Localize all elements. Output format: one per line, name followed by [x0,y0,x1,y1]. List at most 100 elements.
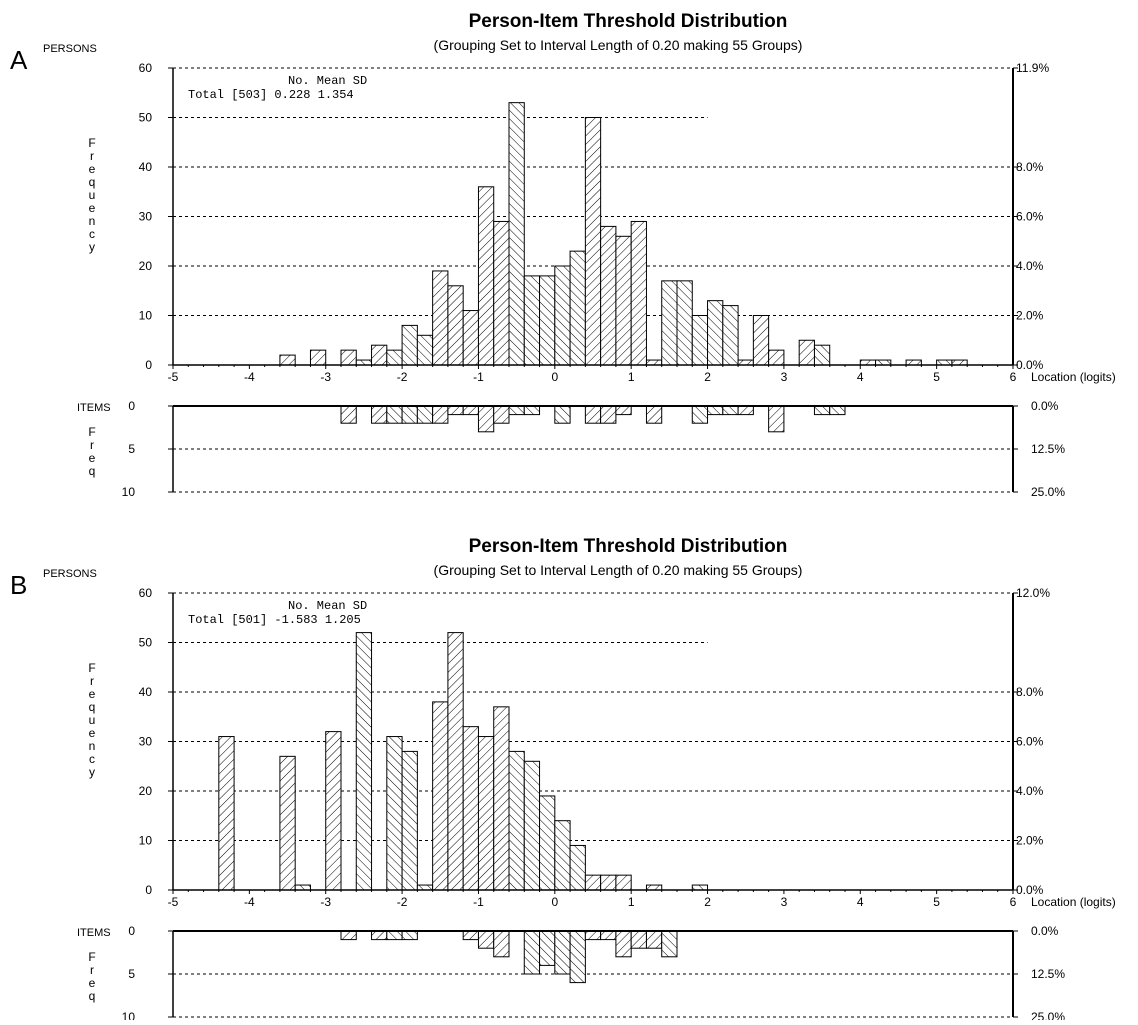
pct-label: 0.0% [1016,358,1044,372]
panel-letter: B [10,570,27,600]
pct-label: 0.0% [1016,883,1044,897]
item-bar [493,930,510,958]
person-bar [600,225,617,366]
items-y-tick-label: 5 [128,442,135,456]
x-tick-label: 6 [1010,895,1017,909]
person-bar [386,736,403,891]
y-tick-label: 30 [139,210,153,224]
x-tick-label: -2 [397,895,408,909]
person-bar [813,344,831,366]
person-bar [279,354,296,366]
y-tick-label: 40 [139,685,153,699]
items-pct-label: 12.5% [1031,967,1065,981]
item-bar [371,405,388,424]
person-bar [523,760,541,891]
item-bar [477,930,495,949]
items-label: ITEMS [77,927,111,939]
item-bar [813,405,831,416]
person-bar [447,285,464,366]
items-y-tick-label: 10 [122,485,136,499]
persons-label: PERSONS [43,43,97,55]
person-bar [554,820,571,891]
item-bar [416,405,434,424]
item-bar [645,405,663,424]
x-tick-label: -4 [244,895,255,909]
items-pct-label: 12.5% [1031,442,1065,456]
x-tick-label: -1 [473,895,484,909]
person-bar [584,874,602,891]
y-tick-label: 10 [139,309,153,323]
stats-total: Total [503] 0.228 1.354 [188,88,354,102]
x-tick-label: 0 [551,370,558,384]
person-bar [508,750,525,891]
pct-label: 6.0% [1016,735,1044,749]
person-bar [584,117,602,366]
items-pct-label: 0.0% [1031,399,1059,413]
x-tick-label: -3 [320,370,331,384]
stats-total: Total [501] -1.583 1.205 [188,613,361,627]
person-bar [676,280,693,366]
person-bar [554,265,571,366]
y-tick-label: 60 [139,61,153,75]
item-bar [554,405,571,424]
person-bar [218,736,235,891]
person-bar [539,275,556,366]
x-tick-label: 1 [628,895,635,909]
x-tick-label: -3 [320,895,331,909]
person-bar [493,220,510,366]
x-tick-label: 5 [933,370,940,384]
chart-subtitle: (Grouping Set to Interval Length of 0.20… [434,562,803,578]
person-bar [539,795,556,891]
item-bar [600,930,617,941]
items-pct-label: 25.0% [1031,1010,1065,1020]
pct-label: 6.0% [1016,210,1044,224]
y-tick-label: 50 [139,111,153,125]
x-tick-label: 3 [781,895,788,909]
person-bar [722,305,739,366]
item-bar [493,405,510,424]
x-tick-label: 4 [857,895,864,909]
item-bar [554,930,571,975]
item-bar [340,405,357,424]
x-tick-label: -4 [244,370,255,384]
person-bar [309,349,327,366]
person-bar [462,726,479,891]
y-tick-label: 40 [139,160,153,174]
x-tick-label: -1 [473,370,484,384]
x-tick-label: 3 [781,370,788,384]
stats-header: No. Mean SD [288,74,367,88]
items-pct-label: 0.0% [1031,924,1059,938]
person-bar [798,339,815,366]
person-bar [371,344,388,366]
item-bar [401,930,418,941]
item-bar [584,405,602,424]
item-bar [371,930,388,941]
items-y-tick-label: 5 [128,967,135,981]
stats-header: No. Mean SD [288,599,367,613]
chart-panel-b: Person-Item Threshold Distribution (Group… [10,536,1116,1024]
person-bar [569,250,586,366]
item-bar [462,405,479,416]
item-bar [386,405,403,424]
y-tick-label: 0 [145,358,152,372]
person-bar [279,755,296,891]
persons-label: PERSONS [43,568,97,580]
person-bar [691,315,709,366]
item-bar [615,930,632,958]
items-label: ITEMS [77,402,111,414]
item-bar [401,405,418,424]
item-bar [569,930,586,984]
person-bar [447,632,464,891]
item-bar [661,930,678,958]
item-bar [386,930,403,941]
person-bar [462,310,479,366]
person-bar [615,874,632,891]
person-bar [401,324,418,366]
item-bar [539,930,556,966]
person-bar [523,275,541,366]
person-bar [569,844,586,891]
item-bar [768,405,785,433]
